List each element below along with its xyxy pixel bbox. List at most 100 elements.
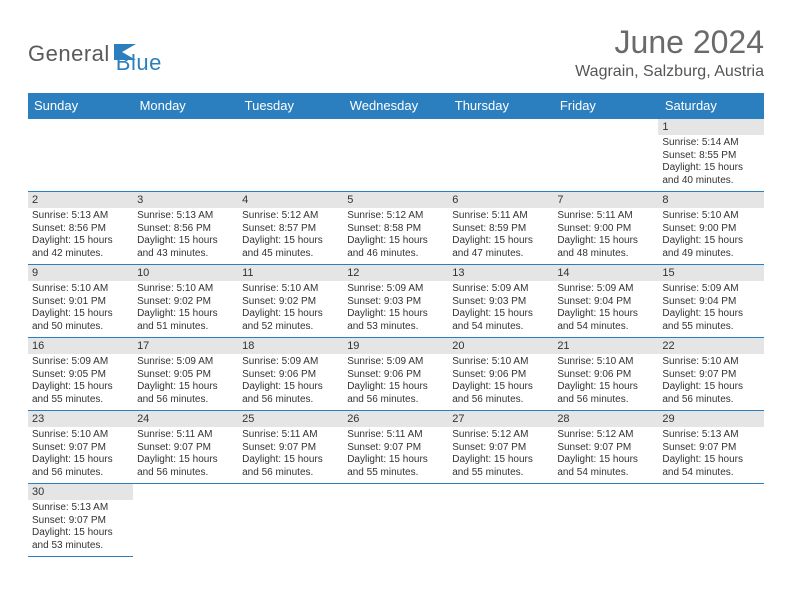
daylight-text-1: Daylight: 15 hours [32, 454, 129, 467]
sunrise-text: Sunrise: 5:10 AM [137, 283, 234, 296]
logo-text-2: Blue [116, 50, 162, 75]
daylight-text-2: and 49 minutes. [662, 248, 759, 261]
sunset-text: Sunset: 8:59 PM [452, 223, 549, 236]
header: General Blue June 2024 Wagrain, Salzburg… [28, 24, 764, 81]
calendar-cell: 30Sunrise: 5:13 AMSunset: 9:07 PMDayligh… [28, 484, 133, 557]
day-number: 14 [553, 265, 658, 281]
day-number: 29 [658, 411, 763, 427]
daylight-text-2: and 55 minutes. [347, 467, 444, 480]
sunrise-text: Sunrise: 5:11 AM [557, 210, 654, 223]
calendar-cell: 4Sunrise: 5:12 AMSunset: 8:57 PMDaylight… [238, 192, 343, 265]
day-content: Sunrise: 5:10 AMSunset: 9:02 PMDaylight:… [238, 281, 343, 337]
daylight-text-2: and 45 minutes. [242, 248, 339, 261]
day-content: Sunrise: 5:11 AMSunset: 9:07 PMDaylight:… [133, 427, 238, 483]
calendar-cell: 11Sunrise: 5:10 AMSunset: 9:02 PMDayligh… [238, 265, 343, 338]
calendar-cell [553, 484, 658, 557]
daylight-text-2: and 54 minutes. [557, 321, 654, 334]
sunrise-text: Sunrise: 5:09 AM [557, 283, 654, 296]
calendar-cell: 2Sunrise: 5:13 AMSunset: 8:56 PMDaylight… [28, 192, 133, 265]
sunrise-text: Sunrise: 5:10 AM [662, 356, 759, 369]
calendar-cell: 27Sunrise: 5:12 AMSunset: 9:07 PMDayligh… [448, 411, 553, 484]
daylight-text-2: and 56 minutes. [242, 467, 339, 480]
day-content: Sunrise: 5:10 AMSunset: 9:01 PMDaylight:… [28, 281, 133, 337]
day-number: 7 [553, 192, 658, 208]
daylight-text-2: and 56 minutes. [32, 467, 129, 480]
sunrise-text: Sunrise: 5:10 AM [32, 283, 129, 296]
calendar-cell: 9Sunrise: 5:10 AMSunset: 9:01 PMDaylight… [28, 265, 133, 338]
daylight-text-2: and 54 minutes. [662, 467, 759, 480]
sunrise-text: Sunrise: 5:09 AM [137, 356, 234, 369]
calendar-cell [28, 119, 133, 192]
day-number: 8 [658, 192, 763, 208]
daylight-text-2: and 56 minutes. [137, 467, 234, 480]
day-number: 1 [658, 119, 763, 135]
daylight-text-1: Daylight: 15 hours [242, 308, 339, 321]
sunrise-text: Sunrise: 5:09 AM [662, 283, 759, 296]
daylight-text-2: and 40 minutes. [662, 175, 759, 188]
day-content: Sunrise: 5:10 AMSunset: 9:07 PMDaylight:… [28, 427, 133, 483]
sunset-text: Sunset: 9:05 PM [32, 369, 129, 382]
daylight-text-1: Daylight: 15 hours [137, 308, 234, 321]
day-content: Sunrise: 5:13 AMSunset: 8:56 PMDaylight:… [133, 208, 238, 264]
sunset-text: Sunset: 9:03 PM [452, 296, 549, 309]
calendar-cell [238, 119, 343, 192]
daylight-text-2: and 48 minutes. [557, 248, 654, 261]
day-content: Sunrise: 5:13 AMSunset: 9:07 PMDaylight:… [658, 427, 763, 483]
sunset-text: Sunset: 9:05 PM [137, 369, 234, 382]
day-number: 10 [133, 265, 238, 281]
sunrise-text: Sunrise: 5:12 AM [557, 429, 654, 442]
sunset-text: Sunset: 9:03 PM [347, 296, 444, 309]
weekday-thu: Thursday [448, 93, 553, 119]
day-content: Sunrise: 5:12 AMSunset: 9:07 PMDaylight:… [553, 427, 658, 483]
sunrise-text: Sunrise: 5:11 AM [347, 429, 444, 442]
calendar-cell: 16Sunrise: 5:09 AMSunset: 9:05 PMDayligh… [28, 338, 133, 411]
daylight-text-1: Daylight: 15 hours [347, 381, 444, 394]
calendar-cell: 12Sunrise: 5:09 AMSunset: 9:03 PMDayligh… [343, 265, 448, 338]
calendar-cell [448, 484, 553, 557]
daylight-text-1: Daylight: 15 hours [242, 454, 339, 467]
daylight-text-2: and 53 minutes. [347, 321, 444, 334]
day-content: Sunrise: 5:10 AMSunset: 9:02 PMDaylight:… [133, 281, 238, 337]
sunrise-text: Sunrise: 5:10 AM [452, 356, 549, 369]
calendar-row: 1Sunrise: 5:14 AMSunset: 8:55 PMDaylight… [28, 119, 764, 192]
sunset-text: Sunset: 9:04 PM [662, 296, 759, 309]
sunrise-text: Sunrise: 5:12 AM [347, 210, 444, 223]
daylight-text-2: and 55 minutes. [32, 394, 129, 407]
daylight-text-1: Daylight: 15 hours [32, 235, 129, 248]
day-number: 17 [133, 338, 238, 354]
day-number: 15 [658, 265, 763, 281]
sunrise-text: Sunrise: 5:13 AM [137, 210, 234, 223]
daylight-text-1: Daylight: 15 hours [32, 527, 129, 540]
calendar-row: 9Sunrise: 5:10 AMSunset: 9:01 PMDaylight… [28, 265, 764, 338]
daylight-text-2: and 56 minutes. [452, 394, 549, 407]
day-content: Sunrise: 5:09 AMSunset: 9:06 PMDaylight:… [238, 354, 343, 410]
sunset-text: Sunset: 9:07 PM [242, 442, 339, 455]
day-content: Sunrise: 5:11 AMSunset: 9:07 PMDaylight:… [343, 427, 448, 483]
calendar-cell: 3Sunrise: 5:13 AMSunset: 8:56 PMDaylight… [133, 192, 238, 265]
calendar-cell: 5Sunrise: 5:12 AMSunset: 8:58 PMDaylight… [343, 192, 448, 265]
sunset-text: Sunset: 9:07 PM [32, 515, 129, 528]
logo: General Blue [28, 32, 162, 76]
sunrise-text: Sunrise: 5:11 AM [452, 210, 549, 223]
day-content: Sunrise: 5:09 AMSunset: 9:03 PMDaylight:… [343, 281, 448, 337]
sunrise-text: Sunrise: 5:10 AM [32, 429, 129, 442]
weekday-sat: Saturday [658, 93, 763, 119]
daylight-text-1: Daylight: 15 hours [662, 162, 759, 175]
daylight-text-1: Daylight: 15 hours [662, 308, 759, 321]
day-content: Sunrise: 5:13 AMSunset: 9:07 PMDaylight:… [28, 500, 133, 556]
calendar-row: 30Sunrise: 5:13 AMSunset: 9:07 PMDayligh… [28, 484, 764, 557]
calendar-row: 2Sunrise: 5:13 AMSunset: 8:56 PMDaylight… [28, 192, 764, 265]
daylight-text-2: and 53 minutes. [32, 540, 129, 553]
day-number: 28 [553, 411, 658, 427]
calendar-cell: 21Sunrise: 5:10 AMSunset: 9:06 PMDayligh… [553, 338, 658, 411]
day-number: 12 [343, 265, 448, 281]
sunrise-text: Sunrise: 5:09 AM [452, 283, 549, 296]
calendar-cell: 15Sunrise: 5:09 AMSunset: 9:04 PMDayligh… [658, 265, 763, 338]
day-content: Sunrise: 5:09 AMSunset: 9:06 PMDaylight:… [343, 354, 448, 410]
month-title: June 2024 [575, 24, 764, 61]
day-content: Sunrise: 5:09 AMSunset: 9:03 PMDaylight:… [448, 281, 553, 337]
sunrise-text: Sunrise: 5:10 AM [557, 356, 654, 369]
daylight-text-2: and 54 minutes. [452, 321, 549, 334]
day-content: Sunrise: 5:09 AMSunset: 9:04 PMDaylight:… [658, 281, 763, 337]
sunset-text: Sunset: 9:07 PM [32, 442, 129, 455]
